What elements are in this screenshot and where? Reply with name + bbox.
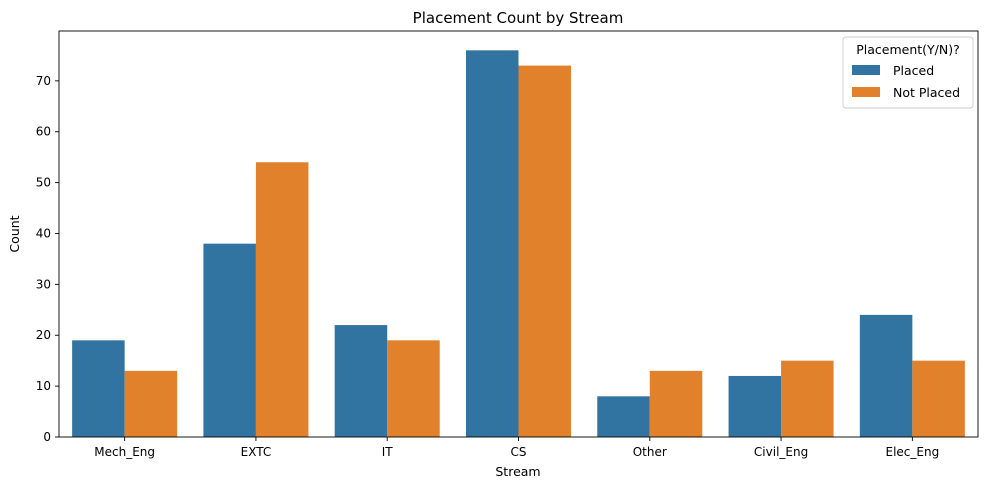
y-tick-label: 50 [36,176,51,190]
legend-label-not-placed: Not Placed [893,85,960,100]
legend-swatch-not-placed [852,87,880,97]
bar-placed-mech-eng [72,340,125,437]
bar-not-placed-cs [518,65,572,437]
bar-placed-other [597,396,650,437]
y-tick-label: 70 [36,74,51,88]
y-tick-label: 30 [36,277,51,291]
y-tick-label: 0 [43,430,51,444]
x-tick-label-other: Other [633,445,667,459]
legend-title: Placement(Y/N)? [856,42,960,57]
y-tick-label: 20 [36,328,51,342]
y-axis-ticks: 0 10 20 30 40 50 60 70 [36,74,59,444]
x-tick-label-elec-eng: Elec_Eng [886,445,940,459]
bar-placed-civil-eng [728,375,782,437]
legend-label-placed: Placed [893,63,934,78]
bar-placed-cs [465,50,519,437]
bar-not-placed-other [649,370,703,437]
y-tick-label: 60 [36,125,51,139]
x-tick-label-mech-eng: Mech_Eng [94,445,155,459]
bar-not-placed-extc [255,162,309,437]
bar-not-placed-civil-eng [781,360,834,437]
x-tick-label-cs: CS [511,445,527,459]
bar-placed-it [334,325,388,437]
bar-placed-extc [203,243,256,437]
bar-not-placed-elec-eng [912,360,965,437]
y-tick-label: 40 [36,226,51,240]
bars-group [72,50,965,437]
x-tick-label-extc: EXTC [241,445,272,459]
x-tick-label-civil-eng: Civil_Eng [754,445,808,459]
bar-placed-elec-eng [859,314,913,437]
bar-not-placed-mech-eng [124,370,178,437]
x-axis-label: Stream [495,464,540,479]
legend: Placement(Y/N)? Placed Not Placed [842,36,974,109]
bar-not-placed-it [387,340,440,437]
x-tick-label-it: IT [382,445,394,459]
legend-swatch-placed [852,65,880,75]
plot-frame [58,30,979,438]
y-axis-label: Count [7,215,22,252]
chart-title: Placement Count by Stream [413,9,624,27]
y-tick-label: 10 [36,379,51,393]
x-axis-ticks: Mech_Eng EXTC IT CS Other Civil_Eng Elec_Eng [94,437,939,459]
